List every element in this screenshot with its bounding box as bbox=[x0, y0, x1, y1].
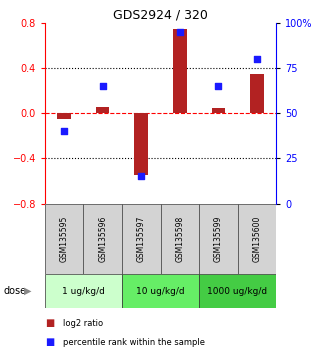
Bar bbox=[199, 274, 276, 308]
Bar bbox=[122, 274, 199, 308]
Text: 1000 ug/kg/d: 1000 ug/kg/d bbox=[207, 287, 268, 296]
Point bbox=[62, 129, 67, 134]
Bar bbox=[57, 113, 71, 119]
Bar bbox=[250, 74, 264, 113]
Title: GDS2924 / 320: GDS2924 / 320 bbox=[113, 9, 208, 22]
Bar bbox=[83, 204, 122, 274]
Bar bbox=[199, 204, 238, 274]
Point bbox=[216, 83, 221, 89]
Point bbox=[139, 173, 144, 179]
Bar bbox=[238, 204, 276, 274]
Point bbox=[100, 83, 105, 89]
Text: GSM135596: GSM135596 bbox=[98, 216, 107, 262]
Text: ■: ■ bbox=[45, 318, 54, 328]
Bar bbox=[45, 274, 122, 308]
Bar bbox=[160, 204, 199, 274]
Text: GSM135595: GSM135595 bbox=[60, 216, 69, 262]
Text: dose: dose bbox=[3, 286, 26, 296]
Text: GSM135597: GSM135597 bbox=[137, 216, 146, 262]
Text: GSM135599: GSM135599 bbox=[214, 216, 223, 262]
Text: percentile rank within the sample: percentile rank within the sample bbox=[63, 338, 204, 347]
Text: GSM135600: GSM135600 bbox=[252, 216, 261, 262]
Bar bbox=[173, 29, 187, 113]
Bar bbox=[134, 113, 148, 175]
Bar bbox=[122, 204, 160, 274]
Text: 1 ug/kg/d: 1 ug/kg/d bbox=[62, 287, 105, 296]
Bar bbox=[212, 108, 225, 113]
Bar bbox=[96, 107, 109, 113]
Text: 10 ug/kg/d: 10 ug/kg/d bbox=[136, 287, 185, 296]
Point bbox=[177, 29, 182, 35]
Point bbox=[254, 56, 259, 62]
Text: GSM135598: GSM135598 bbox=[175, 216, 184, 262]
Text: ■: ■ bbox=[45, 337, 54, 348]
Text: log2 ratio: log2 ratio bbox=[63, 319, 103, 328]
Text: ▶: ▶ bbox=[24, 286, 31, 296]
Bar bbox=[45, 204, 83, 274]
